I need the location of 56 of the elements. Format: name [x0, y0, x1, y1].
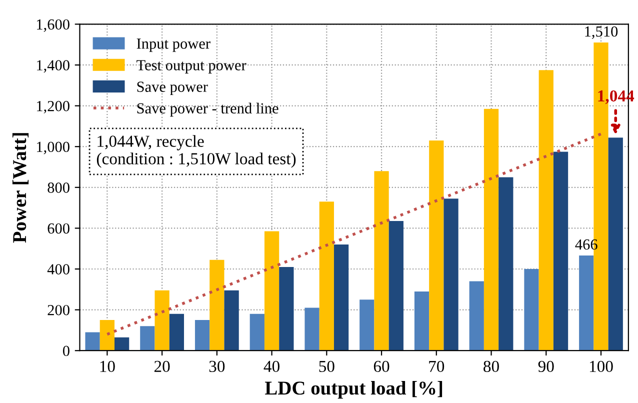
bar	[498, 177, 514, 351]
bar	[210, 260, 224, 351]
y-tick-label: 1,200	[36, 100, 70, 114]
x-tick-label: 50	[319, 360, 334, 372]
y-tick-label: 200	[48, 304, 70, 316]
y-tick-label: 600	[48, 223, 70, 234]
bar	[538, 70, 554, 351]
bar	[360, 300, 374, 351]
bar	[524, 269, 539, 351]
x-tick-label: 100	[590, 360, 613, 372]
bar	[100, 320, 114, 351]
bar	[224, 290, 239, 351]
x-tick-label: 70	[429, 360, 444, 372]
bar	[553, 152, 568, 351]
x-tick-label: 80	[484, 360, 499, 372]
bar	[319, 202, 334, 351]
y-tick-label: 1,600	[36, 19, 70, 32]
x-tick-label: 60	[374, 360, 390, 372]
legend-label: Test output power	[136, 60, 246, 74]
legend-label: Input power	[136, 38, 210, 52]
bar	[429, 140, 444, 351]
y-tick-label: 1,000	[36, 142, 70, 154]
x-tick-label: 10	[100, 360, 115, 372]
bar	[154, 290, 170, 351]
x-tick-label: 90	[538, 360, 554, 372]
bar	[140, 326, 155, 351]
bar	[169, 314, 184, 351]
y-tick-label: 0	[62, 346, 70, 356]
bar	[85, 332, 100, 351]
bar	[304, 308, 320, 351]
bar	[444, 198, 458, 351]
bar	[579, 256, 594, 351]
x-tick-label: 40	[264, 360, 280, 372]
data-label: 1,510	[585, 26, 618, 39]
bar	[484, 108, 499, 351]
bar	[388, 221, 404, 351]
y-tick-label: 1,400	[36, 60, 70, 73]
bar	[334, 244, 349, 351]
y-tick-label: 400	[47, 264, 70, 274]
y-axis-title: Power [Watt]	[12, 133, 29, 243]
bar	[414, 291, 430, 351]
bar	[279, 266, 294, 351]
legend-label: Save power	[137, 82, 208, 96]
bar	[114, 337, 130, 351]
annotation: 1,044W, recycle (condition : 1,510W load test)	[96, 135, 296, 168]
bar	[194, 320, 210, 351]
x-tick-label: 30	[209, 360, 225, 372]
x-tick-label: 20	[154, 360, 170, 372]
bar	[374, 171, 389, 351]
bar	[469, 281, 484, 351]
y-tick-label: 800	[48, 182, 70, 193]
bar	[264, 231, 280, 351]
bar	[608, 138, 623, 351]
legend-label: Save power - trend line	[137, 102, 278, 117]
x-axis-title: LDC output load [%]	[265, 381, 442, 399]
bar	[250, 314, 264, 351]
